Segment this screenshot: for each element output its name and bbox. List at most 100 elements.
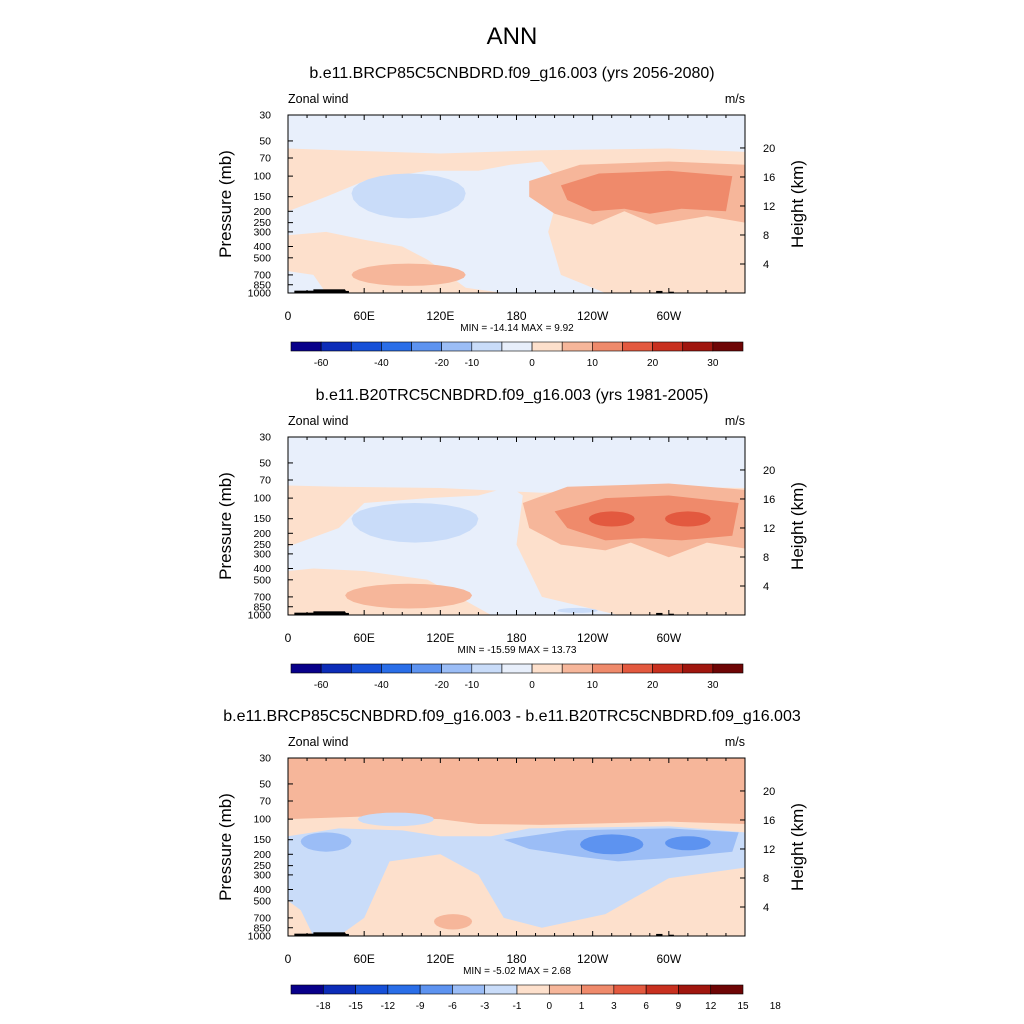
y-tick-label: 250 (253, 217, 271, 229)
colorbar-label: -18 (316, 1001, 331, 1012)
x-tick-label: 180 (506, 631, 526, 645)
topography-mark (656, 290, 663, 293)
colorbar-swatch (441, 341, 473, 352)
colorbar-label: 30 (707, 680, 719, 691)
y-tick-label: 850 (253, 279, 271, 291)
x-tick-label: 0 (285, 631, 292, 645)
x-tick-label: 180 (506, 952, 526, 966)
height-tick-label: 16 (763, 172, 775, 184)
colorbar-label: -6 (448, 1001, 457, 1012)
x-tick-label: 60W (656, 631, 681, 645)
topography-mark (656, 933, 663, 936)
height-tick-label: 16 (763, 815, 775, 827)
colorbar-label: -20 (434, 680, 449, 691)
height-tick-label: 8 (763, 552, 769, 564)
min-max-stats: MIN = -15.59 MAX = 13.73 (458, 645, 577, 656)
height-tick-label: 20 (763, 786, 775, 798)
region-lower-easterly (557, 607, 598, 613)
region-lower-westerly (351, 263, 466, 286)
y-axis-label-right: Height (km) (788, 482, 807, 570)
y-tick-label: 250 (253, 860, 271, 872)
height-tick-label: 20 (763, 143, 775, 155)
topography-mark (313, 289, 346, 293)
region-jet-decrease-core-east (665, 836, 711, 851)
units-label: m/s (725, 735, 745, 749)
colorbar-label: -20 (434, 358, 449, 369)
y-tick-label: 300 (253, 226, 271, 238)
region-jet-core-east (665, 511, 711, 527)
x-tick-label: 60E (353, 952, 374, 966)
colorbar-swatch (561, 663, 593, 674)
colorbar-swatch (592, 341, 623, 352)
height-tick-label: 12 (763, 844, 775, 856)
y-tick-label: 250 (253, 539, 271, 551)
x-tick-label: 60E (353, 631, 374, 645)
y-tick-label: 50 (259, 457, 271, 469)
colorbar-swatch (682, 663, 714, 674)
region-stratosphere (288, 115, 745, 154)
y-tick-label: 70 (259, 153, 271, 165)
y-tick-label: 300 (253, 869, 271, 881)
colorbar-label: 6 (643, 1001, 649, 1012)
y-axis-label: Pressure (mb) (216, 472, 235, 580)
y-tick-label: 150 (253, 191, 271, 203)
colorbar-label: -9 (416, 1001, 425, 1012)
x-tick-label: 120E (426, 952, 454, 966)
colorbar-swatch (290, 341, 322, 352)
x-tick-label: 120E (426, 631, 454, 645)
y-axis-label-right: Height (km) (788, 803, 807, 891)
colorbar-swatch (613, 984, 647, 995)
field-label: Zonal wind (288, 735, 348, 749)
colorbar-label: 10 (587, 358, 599, 369)
y-axis-label-right: Height (km) (788, 160, 807, 248)
colorbar-swatch (678, 984, 712, 995)
chart-panel-2: b.e11.B20TRC5CNBDRD.f09_g16.003 (yrs 198… (216, 387, 807, 691)
height-tick-label: 8 (763, 873, 769, 885)
y-tick-label: 300 (253, 548, 271, 560)
units-label: m/s (725, 92, 745, 106)
region-lower-westerly (345, 583, 473, 609)
x-tick-label: 180 (506, 309, 526, 323)
colorbar-swatch (484, 984, 518, 995)
topography-mark (336, 612, 349, 615)
y-tick-label: 1000 (248, 610, 272, 622)
y-tick-label: 500 (253, 252, 271, 264)
height-tick-label: 12 (763, 201, 775, 213)
colorbar-swatch (501, 341, 533, 352)
colorbar-swatch (350, 663, 382, 674)
colorbar-label: -40 (374, 358, 389, 369)
topography-mark (336, 290, 349, 293)
colorbar-swatch (381, 341, 412, 352)
colorbar-label: 12 (705, 1001, 717, 1012)
region-low-easterly (351, 503, 479, 543)
topography-mark (668, 291, 674, 293)
colorbar-swatch (381, 663, 412, 674)
y-tick-label: 1000 (248, 288, 272, 300)
y-tick-label: 100 (253, 171, 271, 183)
colorbar-swatch (592, 663, 623, 674)
colorbar-swatch (350, 341, 382, 352)
x-tick-label: 120E (426, 309, 454, 323)
chart-panel-3: b.e11.BRCP85C5CNBDRD.f09_g16.003 - b.e11… (216, 708, 807, 1012)
region-jet-decrease-core-west (580, 834, 644, 855)
region-west-decrease (300, 832, 352, 852)
units-label: m/s (725, 414, 745, 428)
colorbar-swatch (548, 984, 582, 995)
y-tick-label: 700 (253, 269, 271, 281)
topography-mark (336, 933, 349, 936)
y-tick-label: 50 (259, 135, 271, 147)
region-jet-mid (554, 495, 739, 541)
colorbar-swatch (531, 341, 563, 352)
y-tick-label: 700 (253, 912, 271, 924)
y-tick-label: 400 (253, 884, 271, 896)
colorbar-label: -60 (314, 680, 329, 691)
colorbar-label: 30 (707, 358, 719, 369)
y-tick-label: 1000 (248, 931, 272, 943)
topography-mark (656, 612, 663, 615)
colorbar-label: -40 (374, 680, 389, 691)
x-tick-label: 120W (577, 952, 609, 966)
y-tick-label: 30 (259, 432, 271, 444)
x-tick-label: 60W (656, 952, 681, 966)
min-max-stats: MIN = -14.14 MAX = 9.92 (460, 323, 574, 334)
height-tick-label: 8 (763, 230, 769, 242)
